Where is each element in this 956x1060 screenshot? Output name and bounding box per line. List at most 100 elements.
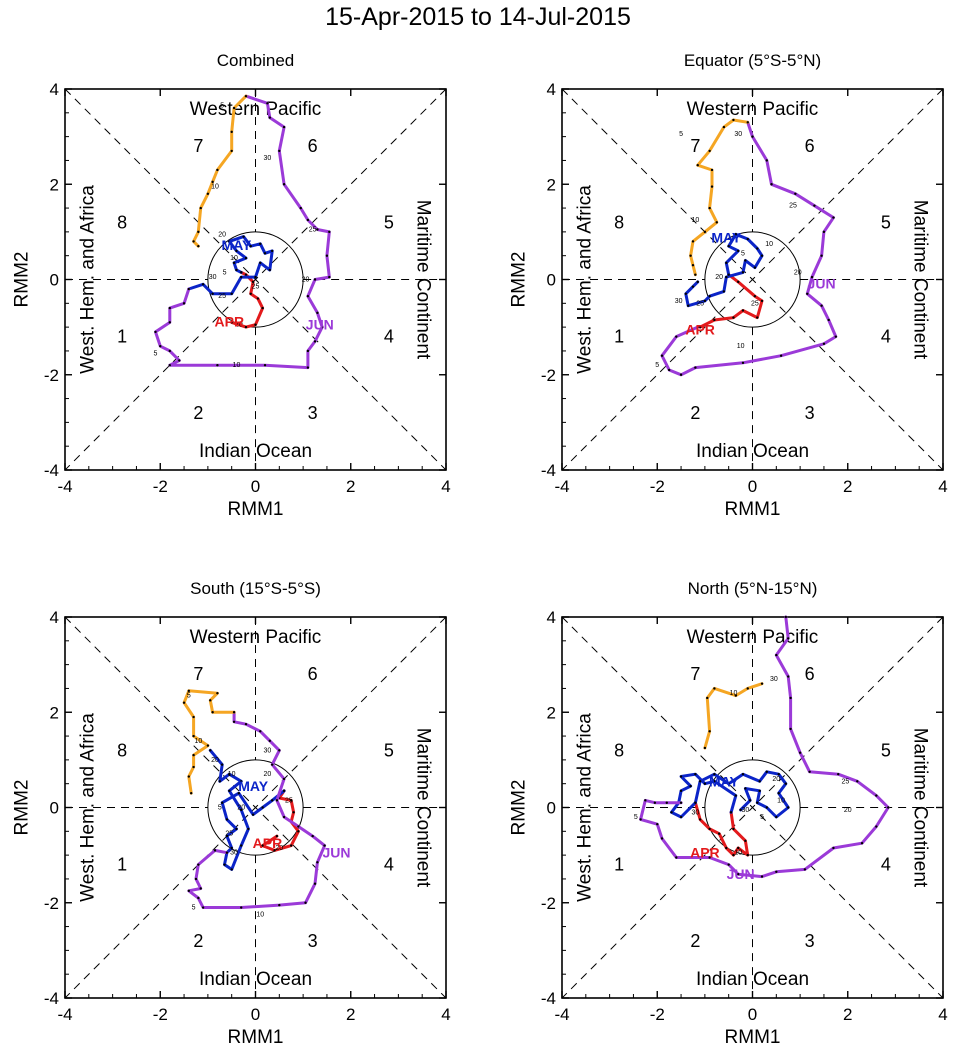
day-label: 10 bbox=[730, 690, 738, 697]
data-point bbox=[770, 183, 773, 186]
data-point bbox=[192, 765, 195, 769]
x-tick-label: 4 bbox=[441, 477, 450, 496]
data-point bbox=[758, 789, 761, 793]
data-point bbox=[660, 354, 664, 357]
data-point bbox=[713, 780, 716, 783]
x-tick-label: 4 bbox=[441, 1005, 450, 1024]
day-label: 10 bbox=[228, 771, 236, 778]
y-tick-label: 2 bbox=[547, 703, 556, 722]
data-point bbox=[810, 275, 814, 279]
data-point bbox=[679, 789, 683, 793]
data-point bbox=[670, 811, 673, 814]
data-point bbox=[240, 844, 243, 847]
data-point bbox=[230, 868, 233, 871]
data-point bbox=[744, 787, 747, 790]
month-label-jun: JUN bbox=[727, 866, 755, 882]
day-label: 25 bbox=[309, 226, 317, 233]
day-label: 30 bbox=[230, 850, 238, 857]
data-point bbox=[708, 827, 711, 831]
phase-number-4: 4 bbox=[384, 855, 394, 875]
data-point bbox=[834, 335, 838, 338]
data-point bbox=[794, 192, 797, 195]
y-tick-label: 4 bbox=[50, 608, 59, 627]
x-axis-label: RMM1 bbox=[725, 499, 781, 520]
y-tick-label: -4 bbox=[44, 989, 59, 1008]
data-point bbox=[765, 806, 768, 809]
data-point bbox=[263, 252, 267, 255]
panel-title: Equator (5°S-5°N) bbox=[684, 51, 821, 70]
data-point bbox=[696, 325, 699, 329]
day-label: 5 bbox=[679, 131, 683, 138]
y-tick-label: -4 bbox=[44, 461, 59, 480]
x-tick-label: 0 bbox=[251, 1005, 260, 1024]
x-tick-label: -2 bbox=[153, 1005, 168, 1024]
phase-number-3: 3 bbox=[805, 931, 815, 951]
data-point bbox=[808, 770, 811, 773]
phase-number-8: 8 bbox=[614, 740, 624, 760]
data-point bbox=[756, 801, 759, 804]
data-point bbox=[729, 811, 733, 814]
day-label: 20 bbox=[211, 757, 219, 764]
x-tick-label: -2 bbox=[650, 477, 665, 496]
data-point bbox=[232, 261, 236, 265]
series-may bbox=[208, 748, 286, 871]
data-point bbox=[223, 863, 226, 866]
data-point bbox=[758, 780, 761, 783]
x-tick-label: -2 bbox=[153, 477, 168, 496]
data-point bbox=[197, 244, 200, 248]
data-point bbox=[725, 275, 728, 279]
data-point bbox=[691, 240, 695, 243]
data-point bbox=[209, 699, 212, 702]
phase-number-4: 4 bbox=[384, 327, 394, 347]
data-point bbox=[192, 240, 195, 243]
data-point bbox=[787, 675, 790, 678]
phase-number-5: 5 bbox=[881, 740, 891, 760]
data-point bbox=[746, 121, 749, 124]
data-point bbox=[748, 799, 752, 802]
y-tick-label: 0 bbox=[547, 271, 556, 290]
data-point bbox=[837, 772, 840, 776]
data-point bbox=[739, 808, 742, 812]
month-label-jun: JUN bbox=[306, 317, 334, 333]
data-point bbox=[694, 273, 697, 276]
data-point bbox=[708, 730, 711, 733]
data-point bbox=[696, 280, 699, 284]
data-point bbox=[168, 349, 171, 353]
data-point bbox=[268, 268, 271, 272]
phase-number-6: 6 bbox=[308, 664, 318, 684]
phase-number-6: 6 bbox=[308, 136, 318, 156]
data-point bbox=[290, 844, 293, 847]
day-label: 20 bbox=[844, 807, 852, 814]
data-point bbox=[787, 637, 790, 640]
data-point bbox=[737, 846, 740, 850]
y-tick-label: 2 bbox=[547, 175, 556, 194]
data-point bbox=[694, 801, 697, 804]
data-point bbox=[244, 94, 248, 98]
data-point bbox=[746, 687, 749, 690]
phase-number-2: 2 bbox=[193, 931, 203, 951]
data-point bbox=[744, 839, 747, 843]
data-point bbox=[244, 273, 248, 276]
data-point bbox=[827, 318, 830, 322]
data-point bbox=[304, 901, 307, 904]
phase-number-3: 3 bbox=[805, 403, 815, 423]
region-label-west-hem-africa: West. Hem. and Africa bbox=[78, 713, 99, 902]
day-label: 5 bbox=[634, 814, 638, 821]
data-point bbox=[887, 806, 890, 809]
phase-number-7: 7 bbox=[690, 136, 700, 156]
series-jun bbox=[187, 710, 327, 909]
phase-number-7: 7 bbox=[193, 664, 203, 684]
data-point bbox=[225, 834, 229, 838]
phase-number-5: 5 bbox=[384, 212, 394, 232]
series-apr bbox=[261, 789, 300, 852]
data-point bbox=[784, 782, 788, 785]
phase-number-5: 5 bbox=[384, 740, 394, 760]
unit-circle bbox=[207, 759, 304, 856]
data-point bbox=[178, 359, 181, 362]
data-point bbox=[765, 770, 768, 773]
day-label: 5 bbox=[218, 805, 222, 812]
day-label: 25 bbox=[218, 293, 226, 300]
phase-number-7: 7 bbox=[193, 136, 203, 156]
data-point bbox=[722, 125, 726, 129]
